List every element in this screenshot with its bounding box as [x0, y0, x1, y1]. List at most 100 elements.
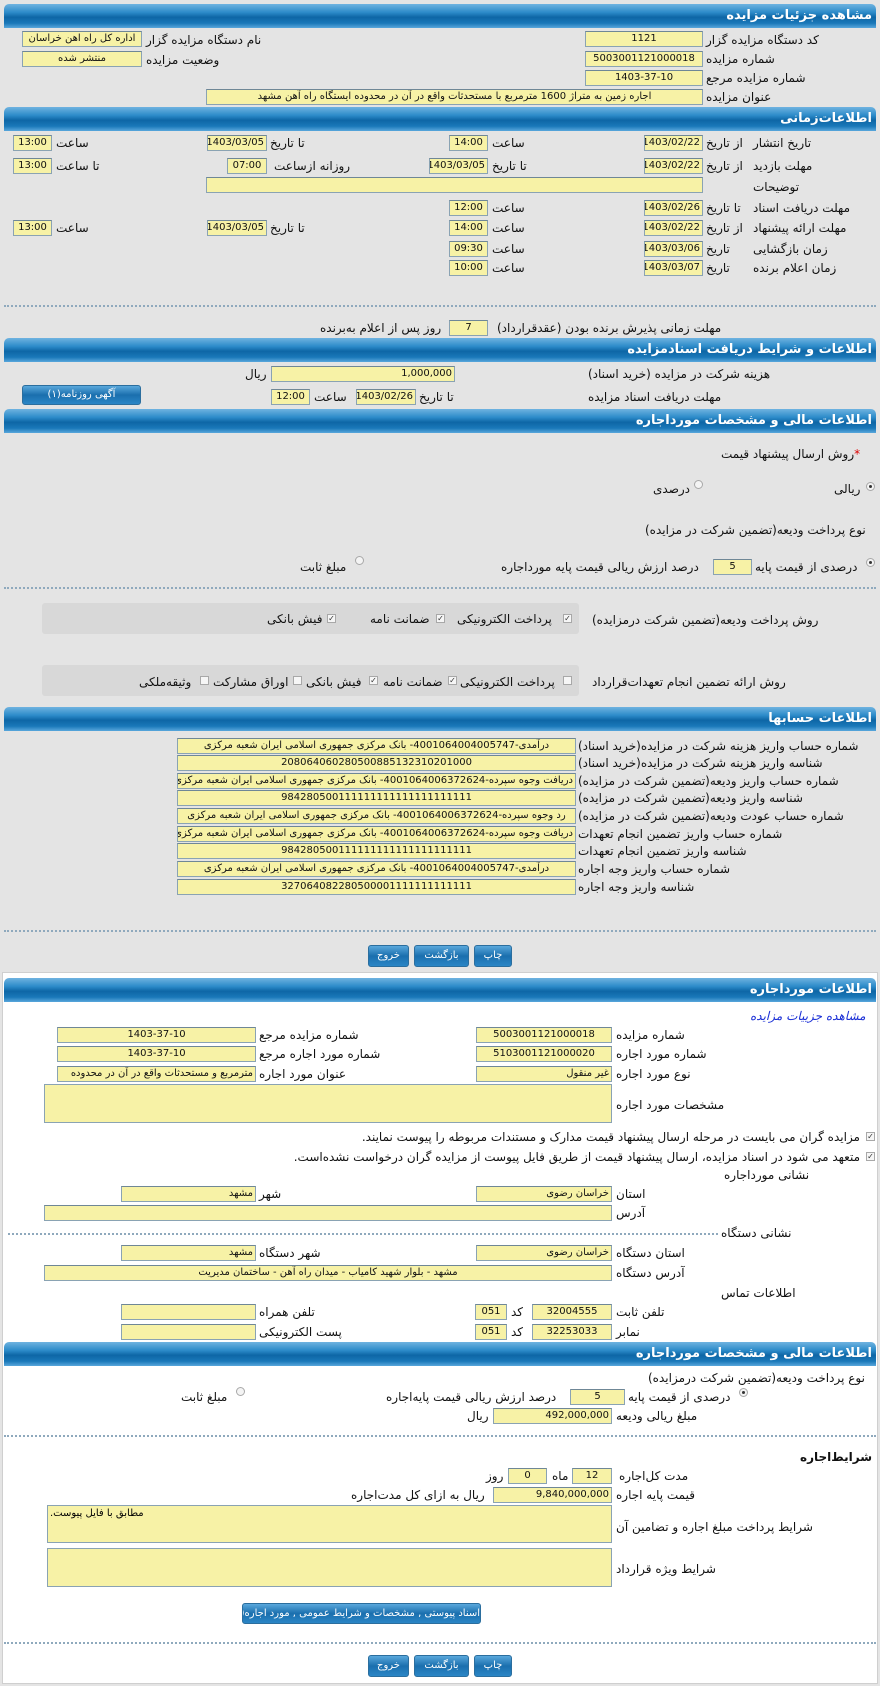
org-address-field[interactable]: مشهد - بلوار شهید کامیاب - میدان راه آهن… [44, 1265, 612, 1281]
back-button[interactable]: بازگشت [414, 1655, 469, 1677]
visit-to-field[interactable]: 1403/03/05 [429, 158, 488, 174]
visit-daily-field[interactable]: 07:00 [227, 158, 267, 174]
account-field[interactable]: 327064082280500001111111111111 [177, 879, 576, 895]
payment-terms-field[interactable]: مطابق با فایل پیوست. [47, 1505, 612, 1543]
account-label: شماره حساب واریز ودیعه(تضمین شرکت در مزا… [578, 774, 839, 788]
account-field[interactable]: درآمدی-4001064004005747- بانک مرکزی جمهو… [177, 861, 576, 877]
deposit-percent-field[interactable]: 5 [713, 559, 752, 575]
winner-label: زمان اعلام برنده [753, 261, 837, 275]
org-province-field[interactable]: خراسان رضوی [476, 1245, 612, 1261]
fax-code-field[interactable]: 051 [475, 1324, 507, 1340]
print-button[interactable]: چاپ [474, 945, 512, 967]
guarantee-bank-slip-checkbox[interactable]: ✓ [369, 676, 378, 685]
account-field[interactable]: رد وجوه سپرده-4001064006372624- بانک مرک… [177, 808, 576, 824]
days-field[interactable]: 0 [508, 1468, 547, 1484]
doc-deadline-time-field[interactable]: 12:00 [271, 389, 310, 405]
offer-time2-field[interactable]: 13:00 [13, 220, 52, 236]
org-name-field[interactable]: اداره کل راه اهن خراسان [22, 31, 142, 47]
base-price-field[interactable]: 9,840,000,000 [493, 1487, 612, 1503]
docs-time-field[interactable]: 12:00 [449, 200, 488, 216]
auction-no-field[interactable]: 5003001121000018 [585, 51, 703, 67]
required-mark: * [854, 447, 861, 461]
print-button[interactable]: چاپ [474, 1655, 512, 1677]
deposit-methods-box [42, 603, 579, 634]
acceptance-days-field[interactable]: 7 [449, 320, 488, 336]
mobile-field[interactable] [121, 1304, 256, 1320]
lease-percent-radio[interactable] [739, 1388, 748, 1397]
item-no-field[interactable]: 5103001121000020 [476, 1046, 612, 1062]
visit-until-field[interactable]: 13:00 [13, 158, 52, 174]
lease-percent-field[interactable]: 5 [570, 1389, 625, 1405]
city-field[interactable]: مشهد [121, 1186, 256, 1202]
back-button[interactable]: بازگشت [414, 945, 469, 967]
publish-to-field[interactable]: 1403/03/05 [207, 135, 267, 151]
offer-time-field[interactable]: 14:00 [449, 220, 488, 236]
org-code-field[interactable]: 1121 [585, 31, 703, 47]
no-file-commitment-checkbox[interactable]: ✓ [866, 1152, 875, 1161]
months-field[interactable]: 12 [572, 1468, 612, 1484]
lease-auction-no-field[interactable]: 5003001121000018 [476, 1027, 612, 1043]
account-field[interactable]: دریافت وجوه سپرده-4001064006372624- بانک… [177, 826, 576, 842]
fee-field[interactable]: 1,000,000 [271, 366, 455, 382]
publish-time-field[interactable]: 14:00 [449, 135, 488, 151]
email-field[interactable] [121, 1324, 256, 1340]
status-field[interactable]: منتشر شده [22, 51, 142, 67]
opening-date-field[interactable]: 1403/03/06 [644, 241, 703, 257]
deposit-guarantee-label: ضمانت نامه [370, 612, 430, 626]
deposit-bank-slip-checkbox[interactable]: ✓ [327, 614, 336, 623]
exit-button[interactable]: خروج [368, 945, 409, 967]
lease-auction-ref-field[interactable]: 1403-37-10 [57, 1027, 256, 1043]
fax-field[interactable]: 32253033 [532, 1324, 612, 1340]
province-field[interactable]: خراسان رضوی [476, 1186, 612, 1202]
guarantee-letter-checkbox[interactable]: ✓ [448, 676, 457, 685]
percent-radio[interactable] [694, 480, 703, 489]
phone-code-field[interactable]: 051 [475, 1304, 507, 1320]
attachments-button[interactable]: اسناد پیوستی , مشخصات و شرایط عمومی , مو… [242, 1603, 481, 1624]
phone-field[interactable]: 32004555 [532, 1304, 612, 1320]
special-terms-field[interactable] [47, 1548, 612, 1587]
publish-time2-field[interactable]: 13:00 [13, 135, 52, 151]
publish-from-field[interactable]: 1403/02/22 [644, 135, 703, 151]
item-type-field[interactable]: غیر منقول [476, 1066, 612, 1082]
org-city-field[interactable]: مشهد [121, 1245, 256, 1261]
exit-button[interactable]: خروج [368, 1655, 409, 1677]
visit-from-field[interactable]: 1403/02/22 [644, 158, 703, 174]
deposit-percent-radio[interactable] [866, 558, 875, 567]
subject-field[interactable]: اجاره زمین به متراژ 1600 مترمربع با مستح… [206, 89, 703, 105]
guarantee-property-checkbox[interactable] [200, 676, 209, 685]
address-field[interactable] [44, 1205, 612, 1221]
opening-time-field[interactable]: 09:30 [449, 241, 488, 257]
newspaper-ad-button[interactable]: آگهی روزنامه(۱) [22, 385, 141, 405]
winner-date-field[interactable]: 1403/03/07 [644, 260, 703, 276]
lease-fixed-radio[interactable] [236, 1387, 245, 1396]
guarantee-bonds-checkbox[interactable] [293, 676, 302, 685]
offer-to-field[interactable]: 1403/03/05 [207, 220, 267, 236]
account-field[interactable]: 208064060280500885132310201000 [177, 755, 576, 771]
auction-details-link[interactable]: مشاهده جزییات مزایده [750, 1009, 866, 1023]
docs-to-field[interactable]: 1403/02/26 [644, 200, 703, 216]
acceptance-suffix: روز پس از اعلام به‌برنده [320, 321, 442, 335]
fixed-amount-radio[interactable] [355, 556, 364, 565]
deposit-electronic-checkbox[interactable]: ✓ [563, 614, 572, 623]
account-field[interactable]: دریافت وجوه سپرده-4001064006372624- بانک… [177, 773, 576, 789]
item-title-field[interactable]: مترمربع و مستحدثات واقع در آن در محدوده [57, 1066, 256, 1082]
rial-radio[interactable] [866, 482, 875, 491]
offer-from-field[interactable]: 1403/02/22 [644, 220, 703, 236]
attach-docs-checkbox[interactable]: ✓ [866, 1132, 875, 1141]
account-field[interactable]: 984280500111111111111111111111 [177, 790, 576, 806]
guarantee-electronic-checkbox[interactable] [563, 676, 572, 685]
item-specs-field[interactable] [44, 1084, 612, 1123]
winner-time-field[interactable]: 10:00 [449, 260, 488, 276]
offer-from-label: از تاریخ [706, 221, 743, 235]
item-ref-field[interactable]: 1403-37-10 [57, 1046, 256, 1062]
doc-deadline-date-field[interactable]: 1403/02/26 [356, 389, 416, 405]
deposit-amount-field[interactable]: 492,000,000 [493, 1408, 612, 1424]
notes-field[interactable] [206, 177, 703, 193]
deposit-guarantee-checkbox[interactable]: ✓ [436, 614, 445, 623]
account-field[interactable]: درآمدی-4001064004005747- بانک مرکزی جمهو… [177, 738, 576, 754]
lease-percent-label: درصدی از قیمت پایه [628, 1390, 731, 1404]
ref-no-field[interactable]: 1403-37-10 [585, 70, 703, 86]
account-field[interactable]: 984280500111111111111111111111 [177, 843, 576, 859]
account-label: شماره حساب واریز هزینه شرکت در مزایده(خر… [578, 739, 859, 753]
item-ref-label: شماره مورد اجاره مرجع [259, 1047, 381, 1061]
